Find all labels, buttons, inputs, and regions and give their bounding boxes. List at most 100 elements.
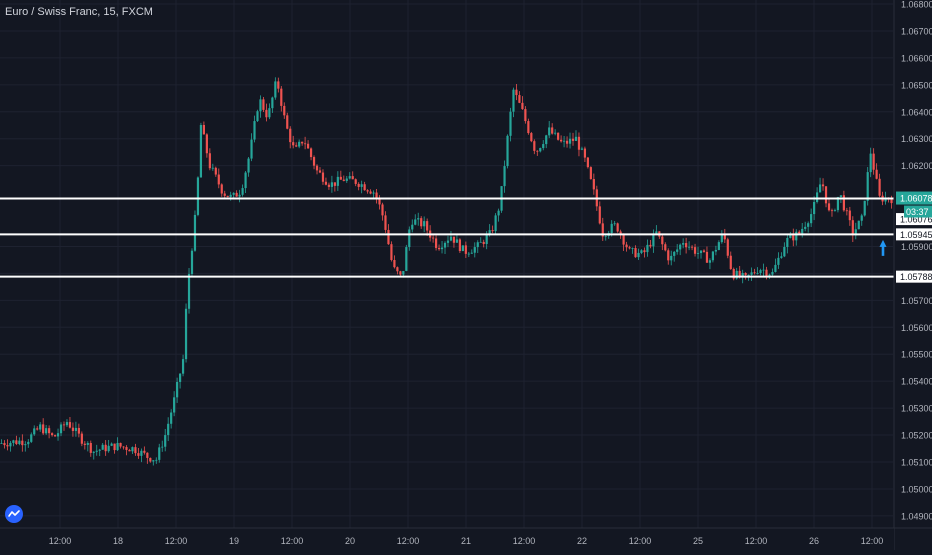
candle-body [89,443,92,453]
symbol-title: Euro / Swiss Franc, 15, FXCM [5,6,153,18]
candle-body [818,184,822,193]
candle-body [479,241,482,243]
candle-body [268,108,271,118]
candle-body [646,244,649,253]
candle-body [574,136,578,141]
candle-body [771,271,774,275]
candle-body [327,184,331,187]
candle-body [464,245,467,254]
price-tick-label: 1.06400 [901,107,932,117]
candle-body [440,247,444,250]
candle-body [143,450,146,453]
candle-body [318,170,322,173]
candle-body [229,194,232,197]
candle-body [580,148,584,150]
candle-body [232,192,235,195]
candle-body [208,153,211,169]
candle-body [515,89,518,96]
candle-body [762,269,765,271]
candle-body [259,99,262,112]
candle-body [604,235,607,237]
candle-body [506,135,509,167]
candle-body [176,381,179,398]
candle-body [696,253,700,254]
candle-body [223,193,226,196]
candle-body [393,259,396,268]
candle-body [146,452,149,458]
candle-body [548,127,551,136]
candle-body [756,272,759,274]
candle-body [815,192,819,202]
candle-body [62,424,66,426]
candle-body [562,140,566,142]
candle-body [470,252,473,254]
candle-body [283,105,286,116]
price-tick-label: 1.05500 [901,350,932,360]
candle-body [833,210,837,211]
candle-body [56,433,60,437]
candle-body [426,221,429,231]
candle-body [53,435,57,437]
candle-body [384,215,387,230]
price-tick-label: 1.05700 [901,296,932,306]
candle-body [643,250,646,253]
candle-body [625,244,628,248]
candle-body [423,221,426,227]
candle-body [220,184,223,194]
candle-body [360,184,363,187]
candle-body [33,428,36,435]
price-tick-label: 1.06600 [901,53,932,63]
candle-body [122,446,125,448]
candle-body [101,444,104,450]
candle-body [354,179,357,184]
candle-body [804,226,807,229]
candle-body [619,231,622,235]
candle-body [866,172,869,201]
candle-body [301,141,304,144]
candle-body [149,457,152,462]
candle-body [68,422,72,428]
candle-body [193,214,197,251]
candle-body [137,453,140,456]
candle-body [839,195,843,198]
candle-body [330,182,333,187]
candle-body [884,197,887,202]
candle-body [372,192,375,194]
tradingview-logo-icon[interactable] [5,505,23,523]
level-price-label: 1.05945 [900,230,932,240]
candle-body [726,239,729,256]
candle-body [167,423,170,436]
candle-body [699,250,703,254]
candle-body [527,121,530,134]
candle-body [351,176,354,180]
candle-body [455,239,459,243]
candle-body [262,99,265,110]
candle-body [554,132,557,134]
candle-body [184,308,188,360]
candle-body [42,424,45,434]
candle-body [74,427,78,431]
candle-body [512,89,515,112]
candle-body [414,219,417,225]
candle-body [616,223,619,232]
candle-body [774,264,777,272]
candle-body [387,229,390,245]
candle-body [238,194,241,197]
candle-body [601,223,604,237]
candle-body [9,442,12,447]
time-tick-label: 26 [809,536,819,546]
candle-body [95,450,98,452]
level-price-label-box [896,228,932,241]
candle-body [792,234,795,241]
candle-body [27,441,30,445]
price-tick-label: 1.06800 [901,0,932,10]
time-tick-label: 18 [113,536,123,546]
candle-body [732,268,735,279]
candle-body [568,138,572,144]
candle-body [324,181,328,185]
candle-body [265,109,268,118]
candle-body [631,248,634,249]
candle-body [181,359,185,374]
